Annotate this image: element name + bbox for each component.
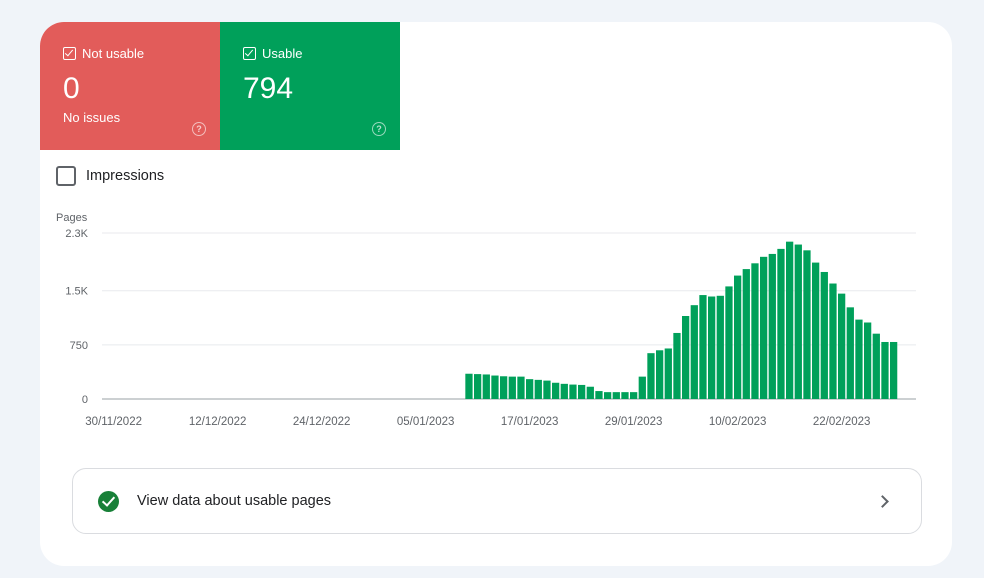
not-usable-count: 0 — [63, 72, 80, 105]
view-usable-pages-button[interactable]: View data about usable pages — [72, 468, 922, 534]
bar — [673, 332, 681, 399]
bar — [560, 383, 568, 399]
bar — [638, 376, 646, 399]
x-tick-label: 24/12/2022 — [293, 416, 351, 428]
bar — [812, 262, 820, 399]
not-usable-tile[interactable]: Not usable 0 No issues ? — [40, 22, 220, 150]
bar — [890, 341, 898, 399]
usable-count: 794 — [243, 72, 294, 105]
bar — [491, 375, 499, 399]
x-tick-label: 10/02/2023 — [709, 416, 767, 428]
x-tick-label: 05/01/2023 — [397, 416, 455, 428]
help-icon[interactable]: ? — [372, 122, 386, 136]
bar — [578, 384, 586, 399]
bar — [708, 296, 716, 399]
bar — [621, 392, 629, 399]
bar — [855, 319, 863, 399]
bar — [656, 350, 664, 399]
y-tick-label: 1.5K — [65, 286, 88, 298]
bar — [820, 271, 828, 399]
y-tick-label: 750 — [70, 340, 88, 352]
bar — [586, 386, 594, 399]
pages-bar-chart: Pages 0 750 1.5K 2.3K 30/11/2022 12/12/2022 24/… — [56, 212, 916, 428]
bar — [543, 380, 551, 399]
bar — [881, 341, 889, 399]
bar — [777, 248, 785, 399]
bar — [864, 322, 872, 399]
bar — [682, 316, 690, 399]
usability-report-card: Not usable 0 No issues ? Usable 794 ? Im… — [40, 22, 952, 566]
bar — [500, 376, 508, 399]
bar — [768, 253, 776, 399]
bar — [734, 275, 742, 399]
chevron-right-icon — [876, 494, 889, 508]
bar — [630, 392, 638, 399]
impressions-toggle[interactable]: Impressions — [56, 166, 164, 186]
cta-label: View data about usable pages — [137, 493, 332, 509]
not-usable-subtext: No issues — [63, 110, 121, 125]
impressions-checkbox[interactable] — [56, 166, 76, 186]
bar — [474, 374, 482, 399]
bar — [742, 269, 750, 399]
x-tick-label: 22/02/2023 — [813, 416, 871, 428]
bar — [482, 374, 490, 399]
bar — [534, 379, 542, 399]
bar — [803, 250, 811, 399]
bar — [751, 263, 759, 399]
bar — [846, 307, 854, 399]
bar — [786, 241, 794, 399]
bar — [569, 384, 577, 399]
y-axis-label: Pages — [56, 212, 88, 224]
bar — [604, 392, 612, 399]
x-tick-label: 17/01/2023 — [501, 416, 559, 428]
bar — [829, 283, 837, 399]
impressions-label: Impressions — [86, 168, 165, 184]
bar — [725, 286, 733, 399]
status-tiles: Not usable 0 No issues ? Usable 794 ? — [40, 22, 400, 150]
bar — [690, 305, 698, 399]
bar — [465, 373, 473, 399]
bar — [647, 353, 655, 399]
bar — [612, 392, 620, 399]
usable-label: Usable — [262, 46, 303, 61]
bar — [552, 382, 560, 399]
checkbox-checked-icon — [243, 47, 256, 60]
bar — [716, 295, 724, 399]
not-usable-label: Not usable — [82, 46, 145, 61]
x-tick-label: 30/11/2022 — [85, 416, 142, 428]
check-circle-icon — [98, 490, 119, 512]
usable-tile[interactable]: Usable 794 ? — [220, 22, 400, 150]
bar — [794, 244, 802, 399]
bar — [838, 293, 846, 399]
bar — [699, 295, 707, 399]
bar — [508, 376, 516, 399]
x-tick-label: 29/01/2023 — [605, 416, 663, 428]
bar — [760, 256, 768, 399]
help-icon[interactable]: ? — [192, 122, 206, 136]
bar — [595, 391, 603, 399]
bar — [872, 333, 880, 399]
y-tick-label: 2.3K — [65, 228, 88, 240]
bar — [526, 379, 534, 399]
checkbox-checked-icon — [63, 47, 76, 60]
bar — [664, 348, 672, 399]
bar — [517, 376, 525, 399]
y-tick-label: 0 — [82, 394, 88, 406]
x-tick-label: 12/12/2022 — [189, 416, 247, 428]
